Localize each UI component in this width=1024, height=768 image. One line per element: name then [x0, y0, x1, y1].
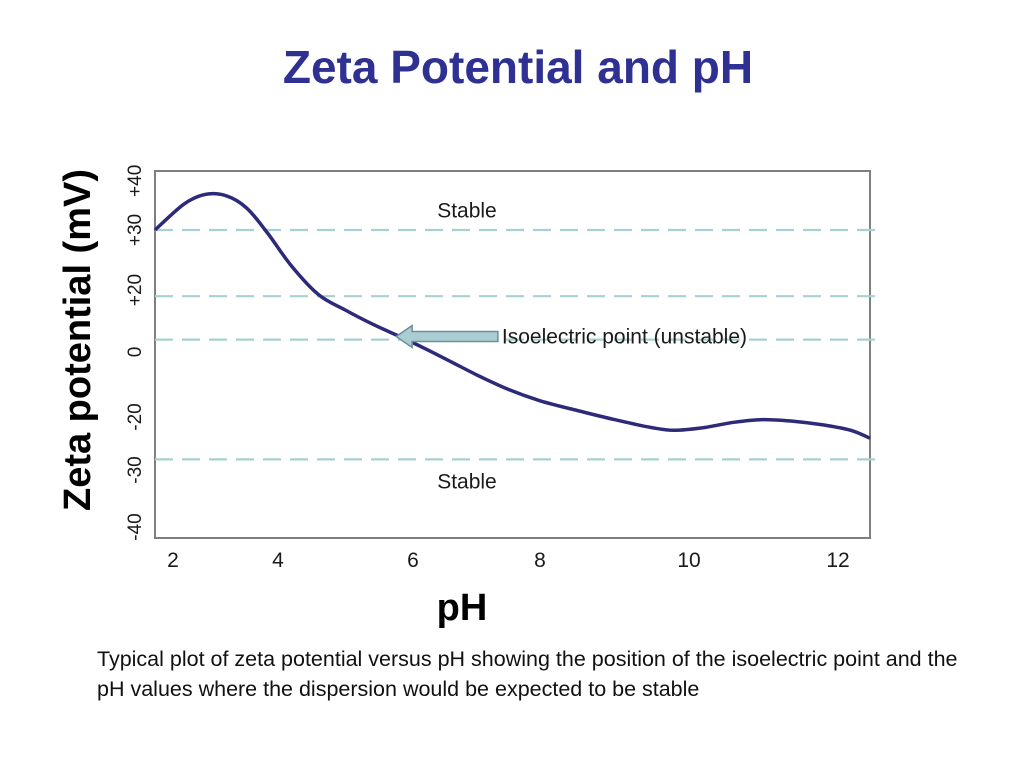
y-tick-label: 0 [125, 347, 146, 358]
x-tick-label: 12 [826, 549, 849, 572]
annotation-stable-2: Stable [437, 470, 497, 493]
x-tick-label: 4 [272, 549, 284, 572]
y-tick-label: -20 [125, 403, 146, 430]
annotation-stable-0: Stable [437, 199, 497, 222]
x-axis-label: pH [437, 587, 488, 629]
annotations: Stable Isoelectric point (unstable) Stable [394, 199, 747, 493]
y-tick-label: +40 [125, 165, 146, 197]
x-tick-label: 8 [534, 549, 546, 572]
y-tick-labels: +40 +30 +20 0 -20 -30 -40 [125, 165, 146, 541]
y-tick-label: +20 [125, 274, 146, 306]
slide-title: Zeta Potential and pH [282, 41, 754, 93]
x-tick-labels: 2 4 6 8 10 12 [167, 549, 850, 572]
slide-caption: Typical plot of zeta potential versus pH… [97, 647, 958, 701]
x-tick-label: 2 [167, 549, 179, 572]
y-tick-label: -40 [125, 513, 146, 540]
threshold-lines [155, 228, 878, 461]
y-axis-label: Zeta potential (mV) [57, 169, 99, 511]
y-tick-label: +30 [125, 214, 146, 246]
annotation-isoelectric: Isoelectric point (unstable) [502, 326, 747, 349]
zeta-curve [153, 191, 871, 440]
isoelectric-arrow-icon [394, 324, 499, 349]
plot-frame [154, 170, 871, 539]
x-tick-label: 10 [677, 549, 700, 572]
y-tick-label: -30 [125, 456, 146, 483]
x-tick-label: 6 [407, 549, 419, 572]
